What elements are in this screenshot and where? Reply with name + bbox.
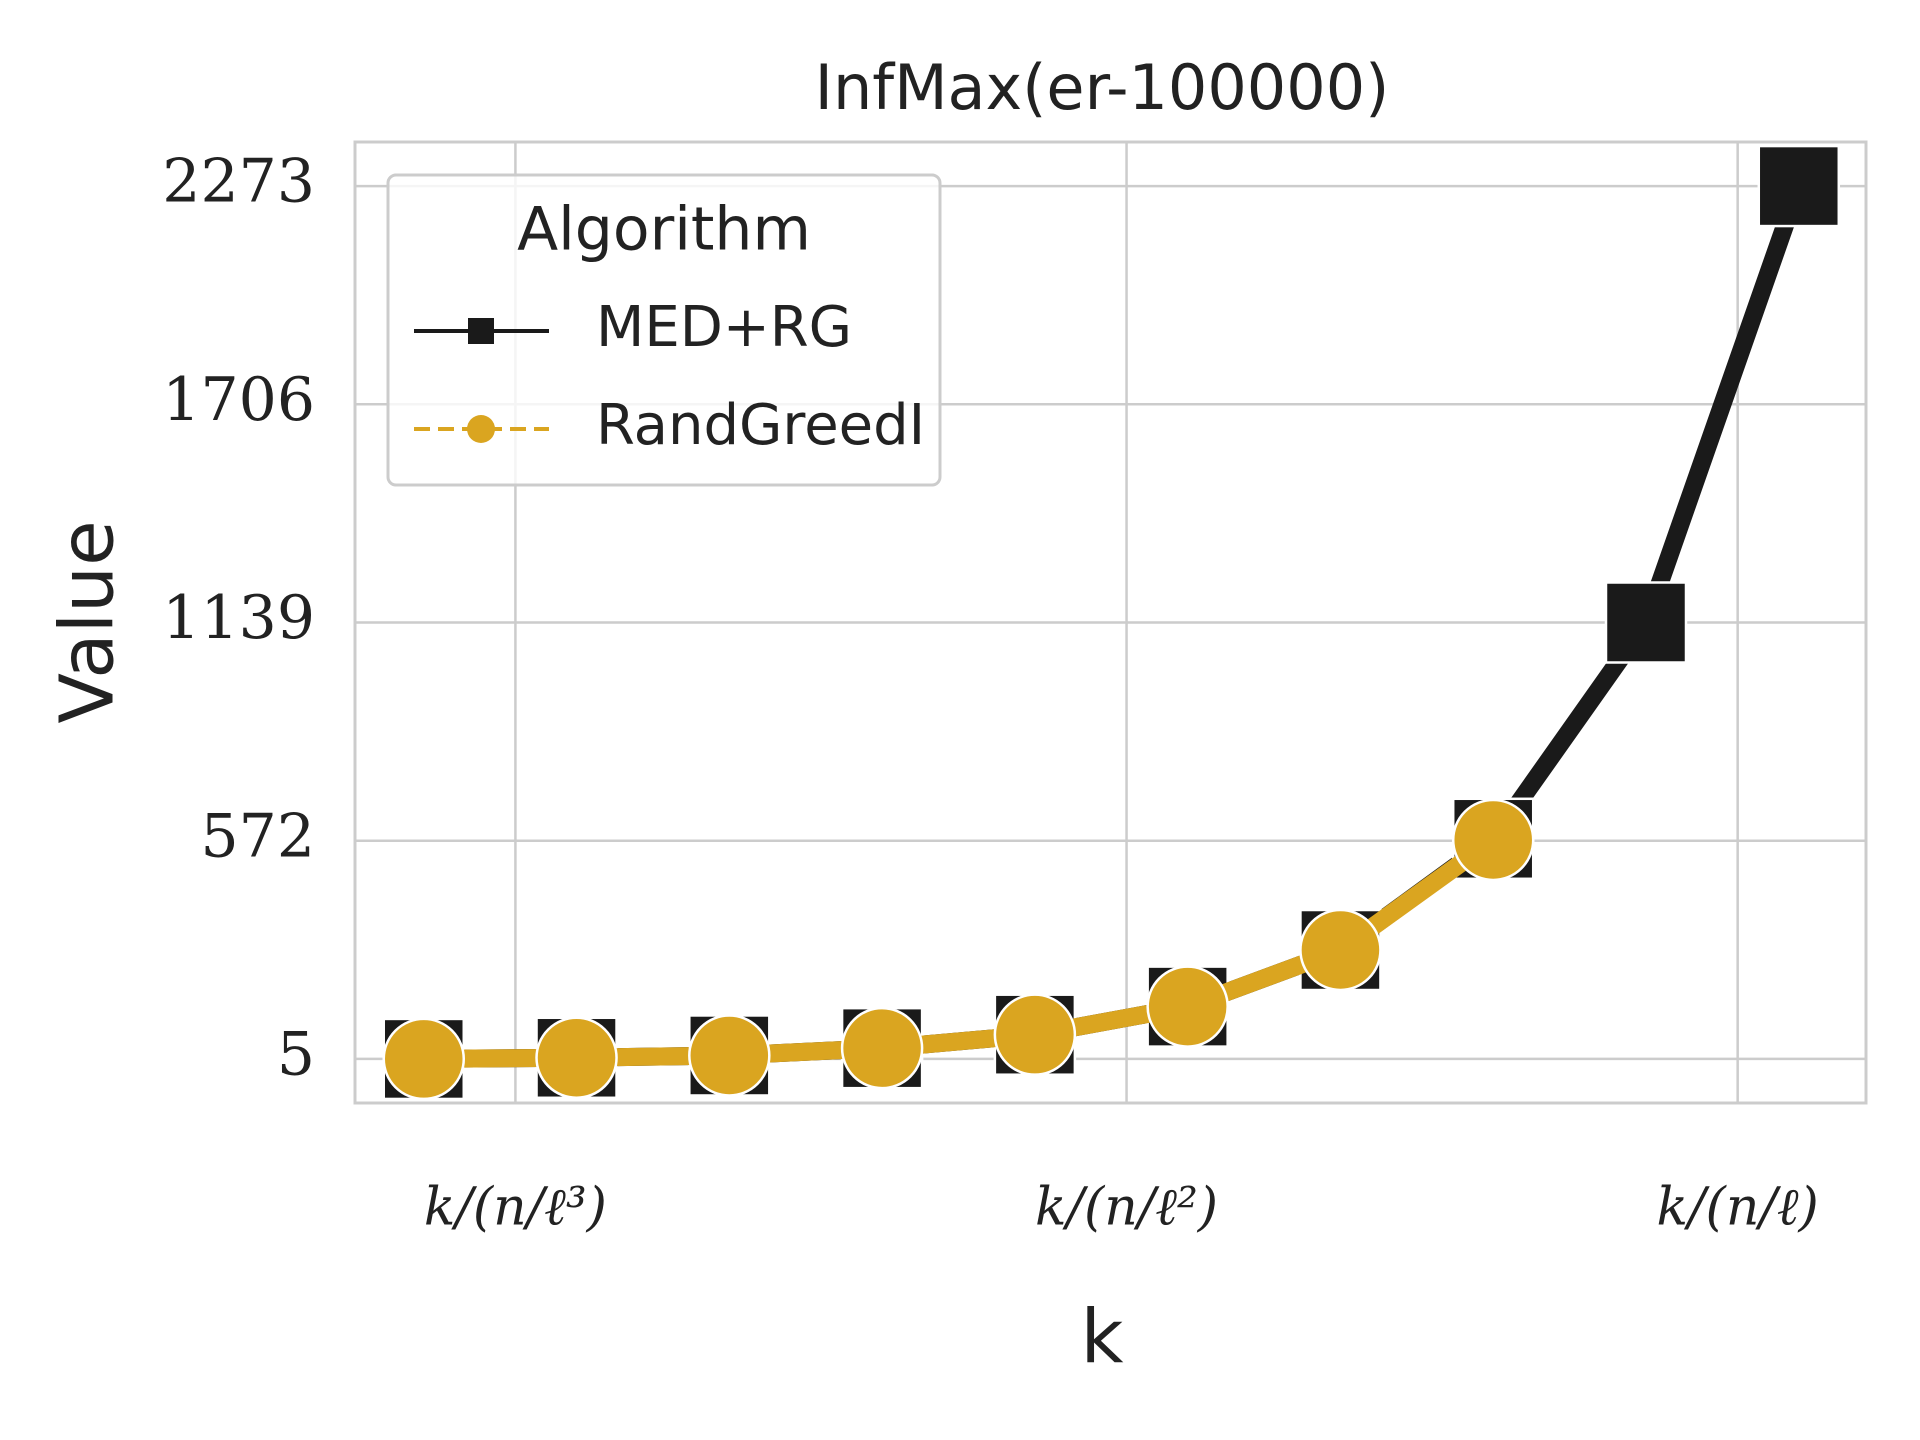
legend-box (386, 173, 942, 487)
plot-frame (353, 140, 1868, 1105)
marker (1451, 798, 1535, 882)
x-tick-label: k/(n/ℓ²) (1035, 1178, 1218, 1238)
marker (840, 1006, 924, 1090)
y-axis-label: Value (45, 520, 131, 723)
x-tick-label: k/(n/ℓ³) (424, 1178, 607, 1238)
legend-marker (468, 318, 494, 344)
legend-title: Algorithm (517, 195, 811, 265)
legend: Algorithm MED+RG RandGreedI (386, 173, 942, 487)
chart-title: InfMax(er-100000) (815, 51, 1390, 124)
y-tick-label: 1139 (162, 583, 315, 653)
y-tick-label: 1706 (162, 365, 315, 435)
marker (993, 993, 1077, 1076)
marker (1299, 908, 1382, 992)
legend-label: RandGreedI (596, 393, 925, 458)
y-tick-label: 5 (277, 1019, 315, 1089)
x-axis-label: k (1081, 1295, 1124, 1381)
plot (382, 144, 1841, 1101)
legend-label: MED+RG (596, 295, 852, 360)
marker (382, 1017, 466, 1101)
marker (535, 1016, 618, 1100)
legend-marker (467, 415, 495, 443)
x-tick-label: k/(n/ℓ) (1657, 1178, 1819, 1238)
y-tick-label: 2273 (162, 147, 315, 217)
y-tick-label: 572 (200, 801, 315, 871)
marker (1604, 581, 1688, 664)
marker (1146, 965, 1229, 1048)
marker (688, 1014, 771, 1097)
marker (1757, 144, 1841, 228)
